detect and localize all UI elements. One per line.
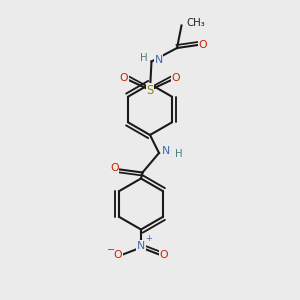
Text: O: O xyxy=(160,250,168,260)
Text: N: N xyxy=(154,55,163,65)
Text: O: O xyxy=(110,163,119,173)
Text: CH₃: CH₃ xyxy=(186,17,205,28)
Text: −: − xyxy=(107,244,115,255)
Text: N: N xyxy=(162,146,170,157)
Text: O: O xyxy=(198,40,207,50)
Text: O: O xyxy=(114,250,122,260)
Text: N: N xyxy=(137,241,145,251)
Text: O: O xyxy=(172,73,180,83)
Text: O: O xyxy=(120,73,128,83)
Text: S: S xyxy=(146,83,154,97)
Text: +: + xyxy=(145,234,152,243)
Text: H: H xyxy=(140,53,148,64)
Text: H: H xyxy=(176,149,183,160)
